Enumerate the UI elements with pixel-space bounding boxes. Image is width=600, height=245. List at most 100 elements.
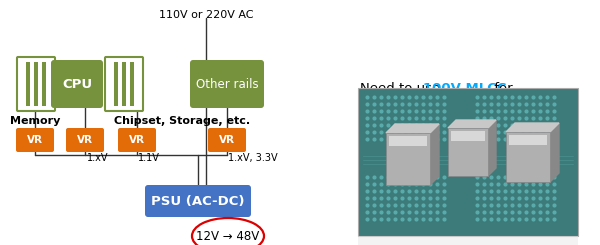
Circle shape <box>443 211 446 214</box>
Circle shape <box>415 183 418 186</box>
Circle shape <box>483 176 486 179</box>
Polygon shape <box>386 124 439 133</box>
Circle shape <box>415 211 418 214</box>
FancyBboxPatch shape <box>51 60 103 108</box>
Circle shape <box>436 176 439 179</box>
Circle shape <box>546 176 549 179</box>
Circle shape <box>415 197 418 200</box>
Circle shape <box>394 176 397 179</box>
Circle shape <box>408 211 411 214</box>
Circle shape <box>497 183 500 186</box>
Circle shape <box>366 138 369 141</box>
Bar <box>451 131 485 141</box>
Circle shape <box>476 197 479 200</box>
Circle shape <box>373 96 376 99</box>
Circle shape <box>401 190 404 193</box>
Circle shape <box>373 103 376 106</box>
Circle shape <box>429 211 432 214</box>
Text: for: for <box>490 82 512 95</box>
Circle shape <box>532 183 535 186</box>
Circle shape <box>366 117 369 120</box>
Circle shape <box>366 124 369 127</box>
Circle shape <box>429 176 432 179</box>
Circle shape <box>490 124 493 127</box>
Circle shape <box>476 110 479 113</box>
Circle shape <box>490 96 493 99</box>
Circle shape <box>394 117 397 120</box>
Circle shape <box>476 117 479 120</box>
Circle shape <box>387 117 390 120</box>
Circle shape <box>546 117 549 120</box>
Circle shape <box>483 204 486 207</box>
Bar <box>358 88 578 236</box>
Circle shape <box>476 96 479 99</box>
Circle shape <box>373 211 376 214</box>
Circle shape <box>539 190 542 193</box>
Circle shape <box>436 183 439 186</box>
Circle shape <box>511 96 514 99</box>
Circle shape <box>490 204 493 207</box>
Circle shape <box>387 138 390 141</box>
Circle shape <box>490 103 493 106</box>
Circle shape <box>483 103 486 106</box>
Circle shape <box>415 218 418 221</box>
Circle shape <box>401 176 404 179</box>
Circle shape <box>408 176 411 179</box>
Circle shape <box>373 176 376 179</box>
Text: 12V → 48V: 12V → 48V <box>196 230 260 243</box>
Circle shape <box>511 110 514 113</box>
Circle shape <box>443 138 446 141</box>
Circle shape <box>490 131 493 134</box>
Circle shape <box>429 218 432 221</box>
Circle shape <box>373 131 376 134</box>
Circle shape <box>443 110 446 113</box>
Circle shape <box>422 211 425 214</box>
Circle shape <box>483 117 486 120</box>
Circle shape <box>394 131 397 134</box>
Circle shape <box>546 204 549 207</box>
Circle shape <box>539 211 542 214</box>
Circle shape <box>387 218 390 221</box>
Polygon shape <box>488 120 496 176</box>
Circle shape <box>401 110 404 113</box>
Circle shape <box>518 204 521 207</box>
Circle shape <box>415 131 418 134</box>
FancyBboxPatch shape <box>105 57 143 111</box>
Circle shape <box>497 218 500 221</box>
Circle shape <box>415 117 418 120</box>
Circle shape <box>443 103 446 106</box>
Circle shape <box>518 96 521 99</box>
Circle shape <box>532 110 535 113</box>
Circle shape <box>380 96 383 99</box>
Circle shape <box>504 110 507 113</box>
Bar <box>386 133 430 185</box>
Circle shape <box>429 110 432 113</box>
Circle shape <box>518 117 521 120</box>
Circle shape <box>532 218 535 221</box>
Circle shape <box>546 131 549 134</box>
Circle shape <box>504 124 507 127</box>
Circle shape <box>504 204 507 207</box>
Circle shape <box>490 190 493 193</box>
Circle shape <box>373 204 376 207</box>
Circle shape <box>546 110 549 113</box>
Circle shape <box>476 131 479 134</box>
Circle shape <box>532 103 535 106</box>
Circle shape <box>476 103 479 106</box>
Circle shape <box>394 103 397 106</box>
Circle shape <box>518 218 521 221</box>
Circle shape <box>497 197 500 200</box>
Circle shape <box>387 197 390 200</box>
Text: VR: VR <box>129 135 145 145</box>
Circle shape <box>525 197 528 200</box>
Circle shape <box>401 204 404 207</box>
Circle shape <box>380 190 383 193</box>
Circle shape <box>553 176 556 179</box>
Circle shape <box>518 183 521 186</box>
Circle shape <box>387 204 390 207</box>
Bar <box>506 132 550 182</box>
Circle shape <box>394 218 397 221</box>
Circle shape <box>525 211 528 214</box>
Circle shape <box>415 124 418 127</box>
Circle shape <box>429 103 432 106</box>
